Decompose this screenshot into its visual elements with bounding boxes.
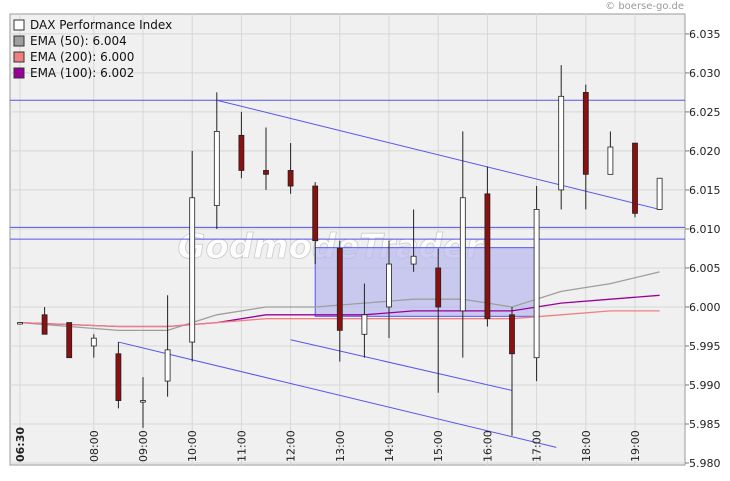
trend-line xyxy=(290,339,513,391)
candle xyxy=(189,150,196,362)
candle xyxy=(312,182,319,265)
legend-swatch xyxy=(13,19,25,31)
candle-body xyxy=(164,349,171,382)
candle-body xyxy=(386,263,392,308)
candle xyxy=(17,322,23,325)
candle xyxy=(140,377,146,428)
legend: DAX Performance Index EMA (50): 6.004 EMA … xyxy=(13,18,172,80)
candle xyxy=(90,334,97,358)
y-tick-label: 6.005 xyxy=(689,262,721,275)
candle-body xyxy=(484,193,491,320)
candle-body xyxy=(336,248,343,331)
y-tick-label: 6.035 xyxy=(689,28,721,41)
candle-body xyxy=(312,185,319,242)
candle-body xyxy=(607,146,614,175)
y-axis: 6.035 6.030 6.025 6.020 6.015 6.010 6.005 6.000… xyxy=(685,28,721,470)
candle xyxy=(336,240,343,362)
x-tick-label: 11:00 xyxy=(235,430,248,462)
candle-body xyxy=(459,197,466,312)
candle-body xyxy=(410,255,417,265)
candle-body xyxy=(263,170,269,175)
source-credit: © boerse-go.de xyxy=(605,1,684,12)
candle-body xyxy=(582,92,589,175)
y-tick-label: 6.015 xyxy=(689,184,721,197)
candle-body xyxy=(41,314,48,335)
y-tick-label: 5.990 xyxy=(689,379,721,392)
candle xyxy=(410,209,417,272)
y-tick-label: 6.025 xyxy=(689,106,721,119)
legend-swatch xyxy=(13,35,25,47)
candle-body xyxy=(213,131,220,206)
candle-body xyxy=(90,337,97,347)
y-tick-label: 5.980 xyxy=(689,457,721,470)
candle xyxy=(509,306,515,436)
x-tick-label: 14:00 xyxy=(383,430,396,462)
candle-body xyxy=(361,314,368,335)
legend-label: EMA (200): 6.000 xyxy=(30,50,134,64)
candle xyxy=(386,240,392,339)
candle xyxy=(238,111,245,179)
candle xyxy=(263,127,269,190)
candle-body xyxy=(17,322,23,325)
x-tick-label: 13:00 xyxy=(334,430,347,462)
candle xyxy=(66,322,73,359)
candle-body xyxy=(287,170,294,187)
candle xyxy=(632,142,638,218)
candle xyxy=(164,295,171,397)
x-tick-label: 19:00 xyxy=(629,430,642,462)
x-axis: 06:30 08:00 09:00 10:00 11:00 12:00 13:00 14:00… xyxy=(14,427,642,462)
x-tick-label: 06:30 xyxy=(14,427,27,462)
x-tick-label: 17:00 xyxy=(531,430,544,462)
candle xyxy=(582,84,589,210)
candle-body xyxy=(238,134,245,171)
candle-body xyxy=(115,353,122,401)
y-tick-label: 5.995 xyxy=(689,340,721,353)
legend-label: EMA (50): 6.004 xyxy=(30,34,127,48)
legend-label: DAX Performance Index xyxy=(30,18,172,32)
legend-swatch xyxy=(13,51,25,63)
candle-body xyxy=(533,209,540,359)
candle-body xyxy=(509,314,515,355)
candle xyxy=(656,177,663,210)
x-tick-label: 18:00 xyxy=(580,430,593,462)
candle xyxy=(533,186,540,382)
candle xyxy=(41,306,48,335)
candle-body xyxy=(656,177,663,210)
y-tick-label: 6.010 xyxy=(689,223,721,236)
candle xyxy=(115,342,122,409)
trend-line xyxy=(118,341,557,448)
y-tick-label: 6.030 xyxy=(689,67,721,80)
x-tick-label: 10:00 xyxy=(186,430,199,462)
candle xyxy=(607,131,614,175)
candle xyxy=(484,166,491,327)
legend-swatch xyxy=(13,67,25,79)
x-tick-label: 08:00 xyxy=(88,430,101,462)
x-tick-label: 15:00 xyxy=(432,430,445,462)
candle-layer xyxy=(17,65,663,436)
x-tick-label: 16:00 xyxy=(481,430,494,462)
candle-body xyxy=(435,267,442,308)
candle xyxy=(361,283,368,358)
x-tick-label: 09:00 xyxy=(137,430,150,462)
candle-body xyxy=(66,322,73,359)
y-tick-label: 6.020 xyxy=(689,145,721,158)
candle xyxy=(558,65,565,210)
candle xyxy=(287,143,294,194)
candle-body xyxy=(140,400,146,403)
candle xyxy=(435,248,442,393)
legend-label: EMA (100): 6.002 xyxy=(30,66,134,80)
candle-body xyxy=(189,197,196,343)
candle-body xyxy=(558,95,565,191)
candle xyxy=(459,131,466,358)
y-tick-label: 6.000 xyxy=(689,301,721,314)
candle-body xyxy=(632,142,638,214)
candle xyxy=(213,92,220,229)
y-tick-label: 5.985 xyxy=(689,418,721,431)
x-tick-label: 12:00 xyxy=(285,430,298,462)
